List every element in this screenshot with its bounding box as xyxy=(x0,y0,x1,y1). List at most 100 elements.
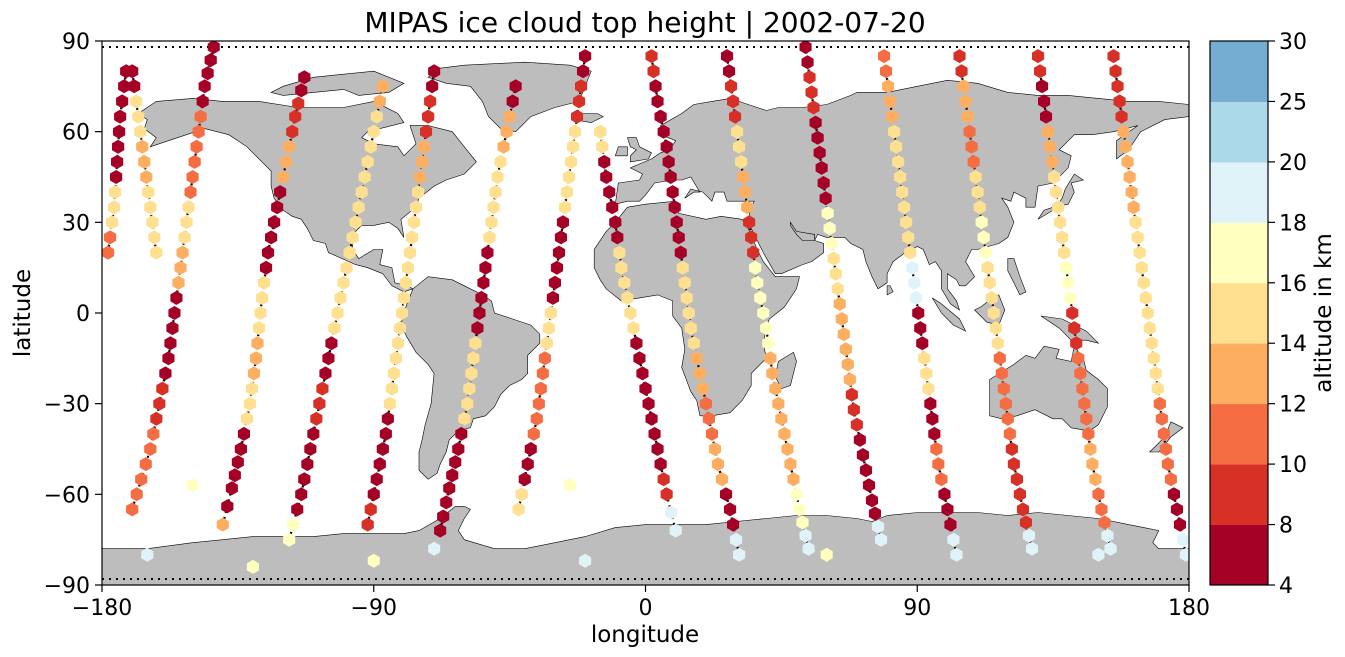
colorbar-segment xyxy=(1210,464,1268,526)
cloud-marker xyxy=(843,372,856,387)
x-tick-label: −90 xyxy=(351,596,397,621)
ground-track-9 xyxy=(804,46,883,540)
cloud-marker xyxy=(346,230,359,245)
cloud-marker xyxy=(1025,541,1039,556)
cloud-marker xyxy=(449,455,462,470)
cloud-marker xyxy=(645,411,658,426)
cloud-marker xyxy=(295,487,308,502)
cloud-marker xyxy=(784,457,797,472)
cloud-marker xyxy=(647,64,660,79)
cloud-marker xyxy=(674,245,687,260)
cloud-marker xyxy=(678,275,691,290)
colorbar-segment xyxy=(1210,101,1268,163)
cloud-marker xyxy=(407,215,421,230)
cloud-marker xyxy=(1113,94,1126,109)
cloud-marker xyxy=(950,547,963,562)
cloud-marker xyxy=(274,185,287,200)
cloud-marker xyxy=(128,79,141,94)
cloud-marker xyxy=(538,351,551,366)
x-axis-label: longitude xyxy=(591,622,699,648)
cloud-marker xyxy=(428,64,441,79)
cloud-marker xyxy=(176,245,189,260)
cloud-marker xyxy=(116,94,129,109)
cloud-marker xyxy=(1115,109,1128,124)
ground-track-12 xyxy=(1036,55,1112,549)
cloud-marker xyxy=(859,463,872,478)
cloud-marker xyxy=(1034,64,1047,79)
cloud-marker xyxy=(754,290,767,305)
cloud-marker xyxy=(902,230,915,245)
cloud-marker xyxy=(912,306,925,320)
cloud-marker xyxy=(993,351,1006,366)
cloud-marker xyxy=(1054,215,1067,230)
cloud-marker xyxy=(920,366,933,381)
cloud-marker xyxy=(397,290,410,305)
cloud-marker xyxy=(639,381,652,396)
cloud-marker xyxy=(144,200,157,215)
cloud-marker xyxy=(596,139,609,154)
cloud-marker xyxy=(150,411,163,426)
cloud-marker xyxy=(630,336,643,351)
cloud-marker xyxy=(170,290,183,305)
cloud-marker xyxy=(573,94,586,109)
cloud-marker xyxy=(364,502,377,517)
cloud-marker xyxy=(799,528,812,543)
ground-track-8 xyxy=(725,55,810,549)
cloud-marker xyxy=(938,487,951,502)
cloud-marker xyxy=(414,170,427,184)
cloud-marker xyxy=(395,306,408,320)
cloud-marker xyxy=(289,109,302,124)
cloud-marker xyxy=(141,547,154,562)
cloud-marker xyxy=(1098,515,1111,530)
cloud-marker xyxy=(298,70,311,85)
cloud-marker xyxy=(126,502,139,517)
cloud-marker xyxy=(569,124,582,139)
cloud-marker xyxy=(662,154,675,169)
ground-track-13 xyxy=(1112,55,1188,556)
cloud-marker xyxy=(487,200,500,215)
cloud-marker xyxy=(477,275,490,290)
cloud-marker xyxy=(977,230,990,245)
cloud-marker xyxy=(418,139,431,154)
cloud-marker xyxy=(684,321,697,336)
cloud-marker xyxy=(458,411,471,426)
cloud-marker xyxy=(422,109,435,124)
cloud-marker xyxy=(109,185,122,200)
cloud-marker xyxy=(1135,260,1148,275)
cloud-marker xyxy=(102,245,115,260)
cloud-marker xyxy=(926,411,939,426)
cloud-marker xyxy=(361,517,374,532)
cloud-marker xyxy=(579,553,592,568)
cloud-marker xyxy=(618,275,631,290)
cloud-marker xyxy=(856,448,869,462)
cloud-marker xyxy=(815,160,828,175)
cloud-marker xyxy=(283,139,296,154)
cloud-marker xyxy=(811,130,824,145)
cloud-marker xyxy=(403,245,416,260)
cloud-marker xyxy=(660,487,673,502)
cloud-marker xyxy=(894,170,907,184)
cloud-marker xyxy=(469,336,482,351)
land-sri-lanka xyxy=(886,285,894,296)
cloud-marker xyxy=(159,366,172,381)
cloud-marker xyxy=(906,260,919,275)
cloud-marker xyxy=(216,517,229,532)
y-tick-label: 30 xyxy=(62,211,90,236)
cloud-marker xyxy=(500,124,513,139)
cloud-marker xyxy=(724,502,737,517)
cloud-marker xyxy=(721,49,734,64)
y-axis-ticks: 90 60 30 0 −30 −60 −90 xyxy=(44,30,102,599)
cloud-marker xyxy=(1062,275,1075,290)
cloud-marker xyxy=(730,532,743,547)
cloud-marker xyxy=(930,442,943,456)
cloud-marker xyxy=(540,336,553,351)
cloud-marker xyxy=(164,336,177,351)
cloud-marker xyxy=(521,457,534,472)
cloud-marker xyxy=(1013,487,1026,502)
cloud-marker xyxy=(778,426,791,441)
cloud-marker xyxy=(733,139,746,154)
cloud-marker xyxy=(150,245,163,260)
cloud-marker xyxy=(995,366,1008,381)
cloud-marker xyxy=(564,478,577,493)
cloud-marker xyxy=(134,124,147,139)
